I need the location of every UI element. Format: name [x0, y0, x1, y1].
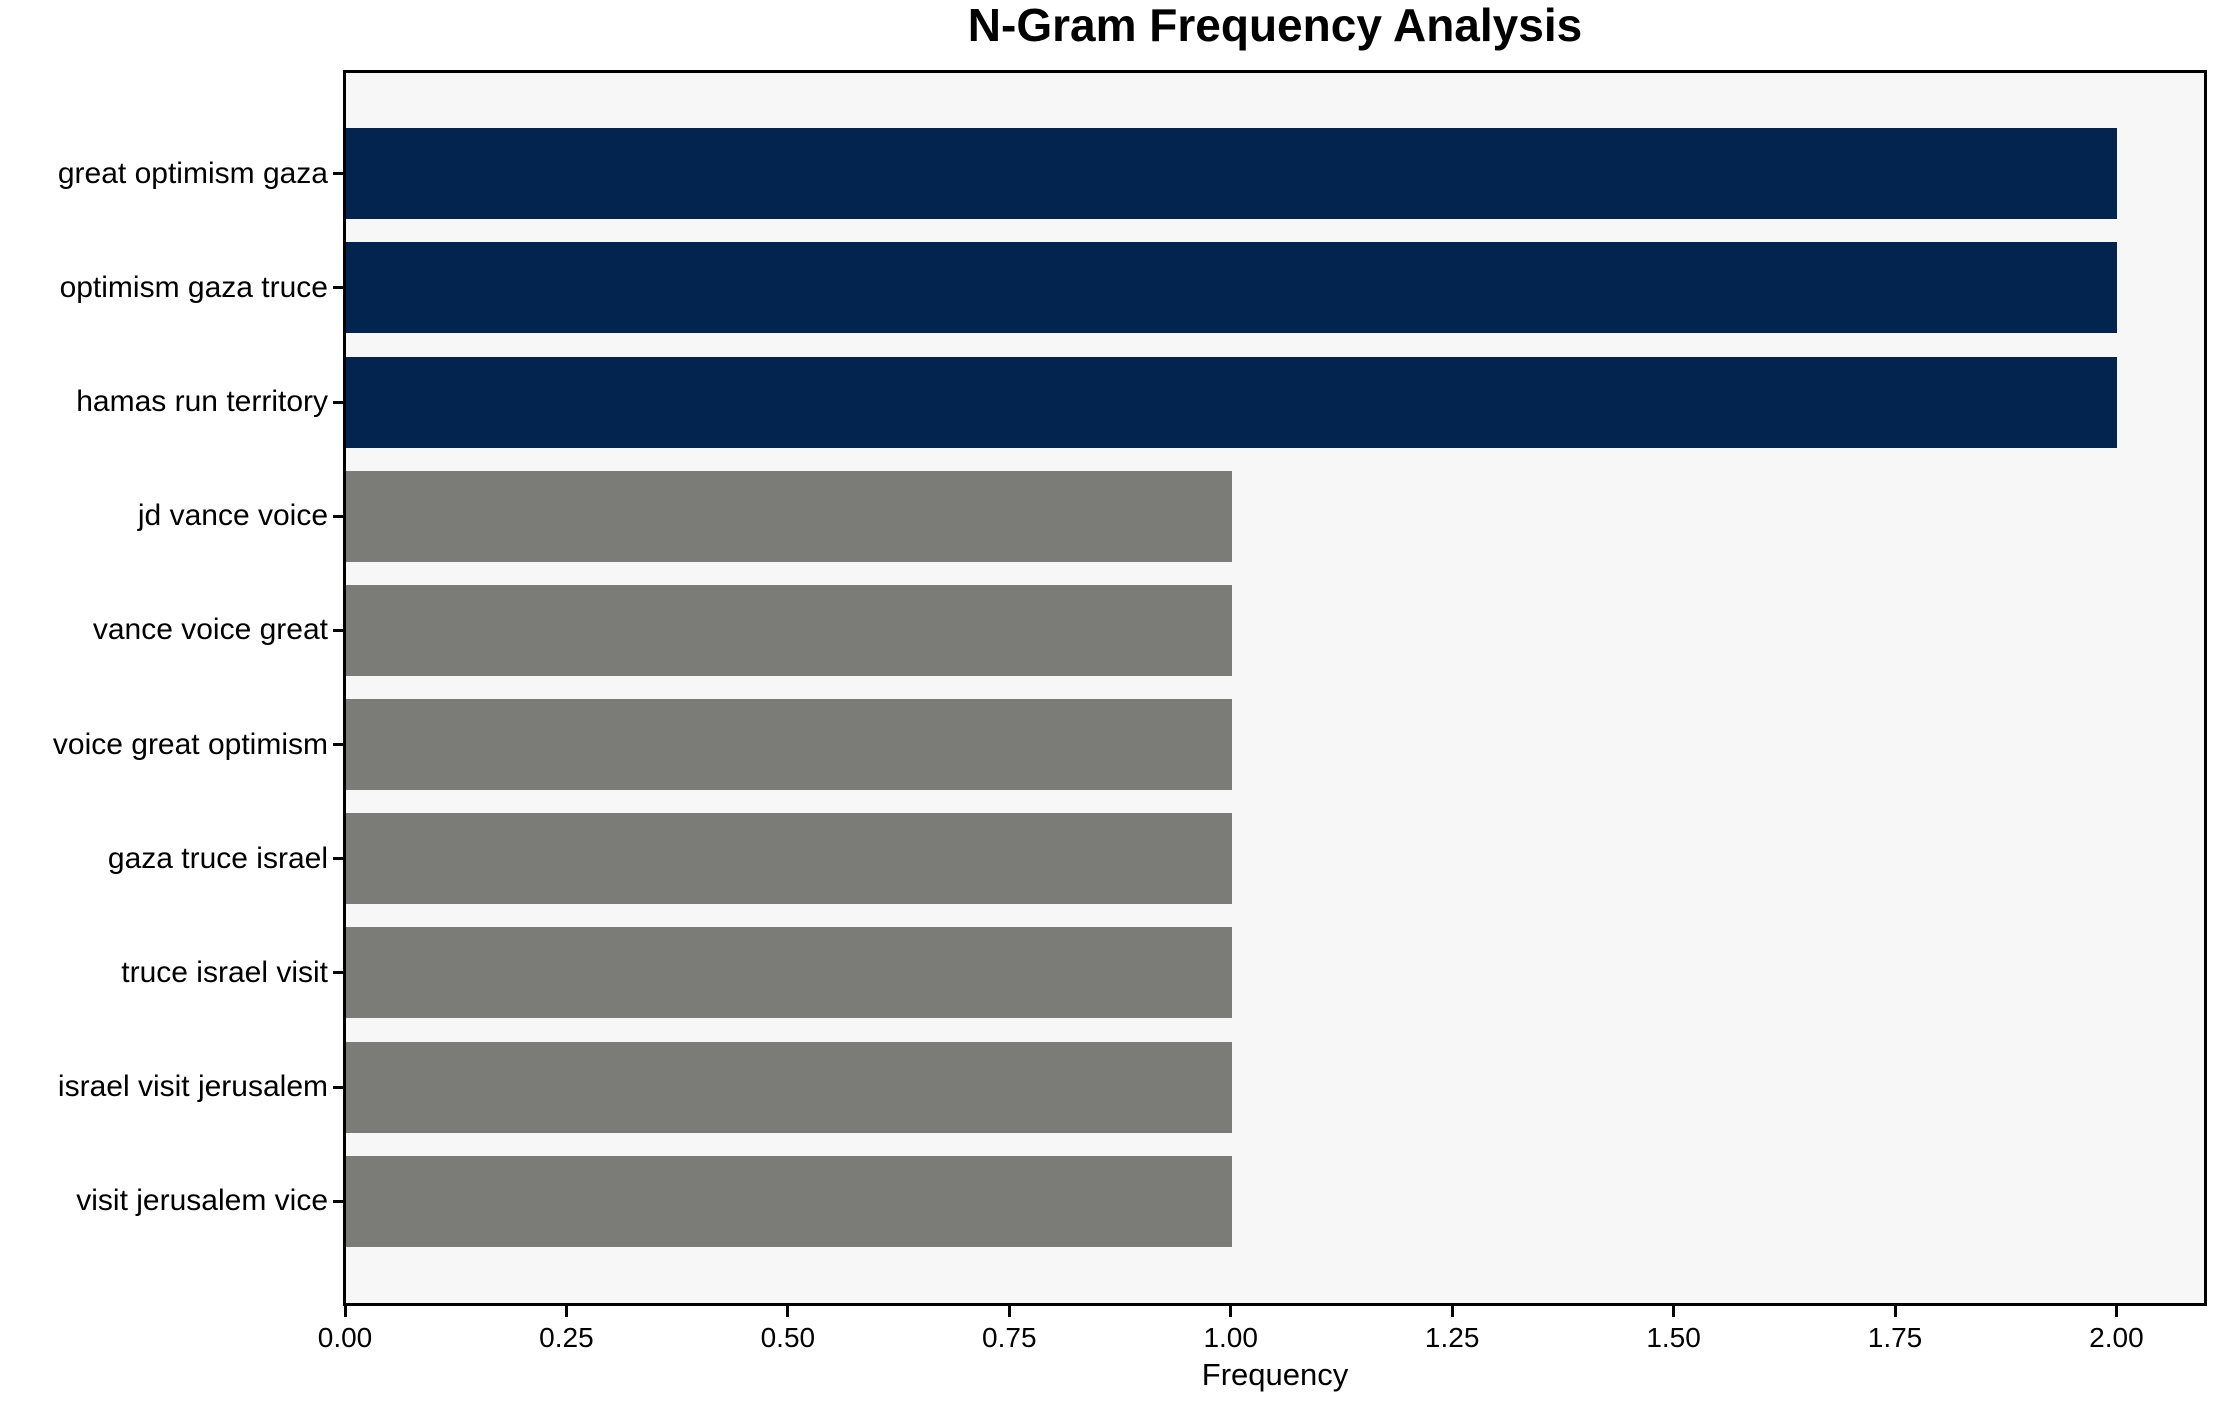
x-tick-mark — [564, 1304, 568, 1317]
top-spine — [343, 70, 2207, 73]
y-tick-label: truce israel visit — [121, 955, 328, 989]
bar — [346, 470, 1232, 562]
bottom-spine — [343, 1303, 2207, 1306]
y-tick-label: israel visit jerusalem — [57, 1070, 328, 1104]
y-tick-mark — [333, 1199, 345, 1203]
x-tick-mark — [2114, 1304, 2118, 1317]
y-tick-label: great optimism gaza — [57, 156, 328, 190]
y-tick-mark — [333, 1085, 345, 1089]
left-spine — [343, 70, 346, 1306]
x-tick-label: 1.50 — [1646, 1322, 1701, 1353]
y-tick-mark — [333, 857, 345, 861]
bar — [346, 1155, 1232, 1247]
x-tick-label: 0.25 — [539, 1322, 594, 1353]
bar — [346, 813, 1232, 905]
bar — [346, 927, 1232, 1019]
y-tick-label: visit jerusalem vice — [76, 1184, 328, 1218]
x-tick-label: 2.00 — [2089, 1322, 2144, 1353]
x-tick-label: 1.00 — [1203, 1322, 1258, 1353]
x-tick-label: 0.50 — [760, 1322, 816, 1353]
y-tick-label: jd vance voice — [137, 499, 328, 533]
y-tick-label: vance voice great — [92, 613, 328, 647]
x-tick-label: 1.75 — [1867, 1322, 1923, 1353]
bar — [346, 128, 2118, 220]
x-tick-mark — [343, 1304, 347, 1317]
y-tick-mark — [333, 628, 345, 632]
y-tick-label: hamas run territory — [76, 385, 328, 419]
y-tick-mark — [333, 286, 345, 290]
x-tick-label: 0.75 — [982, 1322, 1037, 1353]
y-tick-mark — [333, 172, 345, 176]
x-tick-mark — [1007, 1304, 1011, 1317]
bar — [346, 1041, 1232, 1133]
x-tick-mark — [1229, 1304, 1233, 1317]
bar — [346, 699, 1232, 791]
y-tick-mark — [333, 743, 345, 747]
x-axis-label: Frequency — [1201, 1357, 1349, 1392]
y-tick-mark — [333, 971, 345, 975]
x-tick-mark — [1893, 1304, 1897, 1317]
x-tick-label: 1.25 — [1424, 1322, 1480, 1353]
x-tick-mark — [1672, 1304, 1676, 1317]
x-tick-mark — [1450, 1304, 1454, 1317]
y-tick-label: gaza truce israel — [107, 841, 328, 875]
y-tick-mark — [333, 400, 345, 404]
bar — [346, 242, 2118, 334]
bar — [346, 584, 1232, 676]
bar — [346, 356, 2118, 448]
y-tick-mark — [333, 514, 345, 518]
x-tick-mark — [786, 1304, 790, 1317]
right-spine — [2204, 70, 2207, 1306]
chart-title: N-Gram Frequency Analysis — [967, 0, 1583, 51]
y-tick-label: voice great optimism — [52, 727, 328, 761]
y-tick-label: optimism gaza truce — [59, 270, 328, 304]
x-tick-label: 0.00 — [317, 1322, 373, 1353]
